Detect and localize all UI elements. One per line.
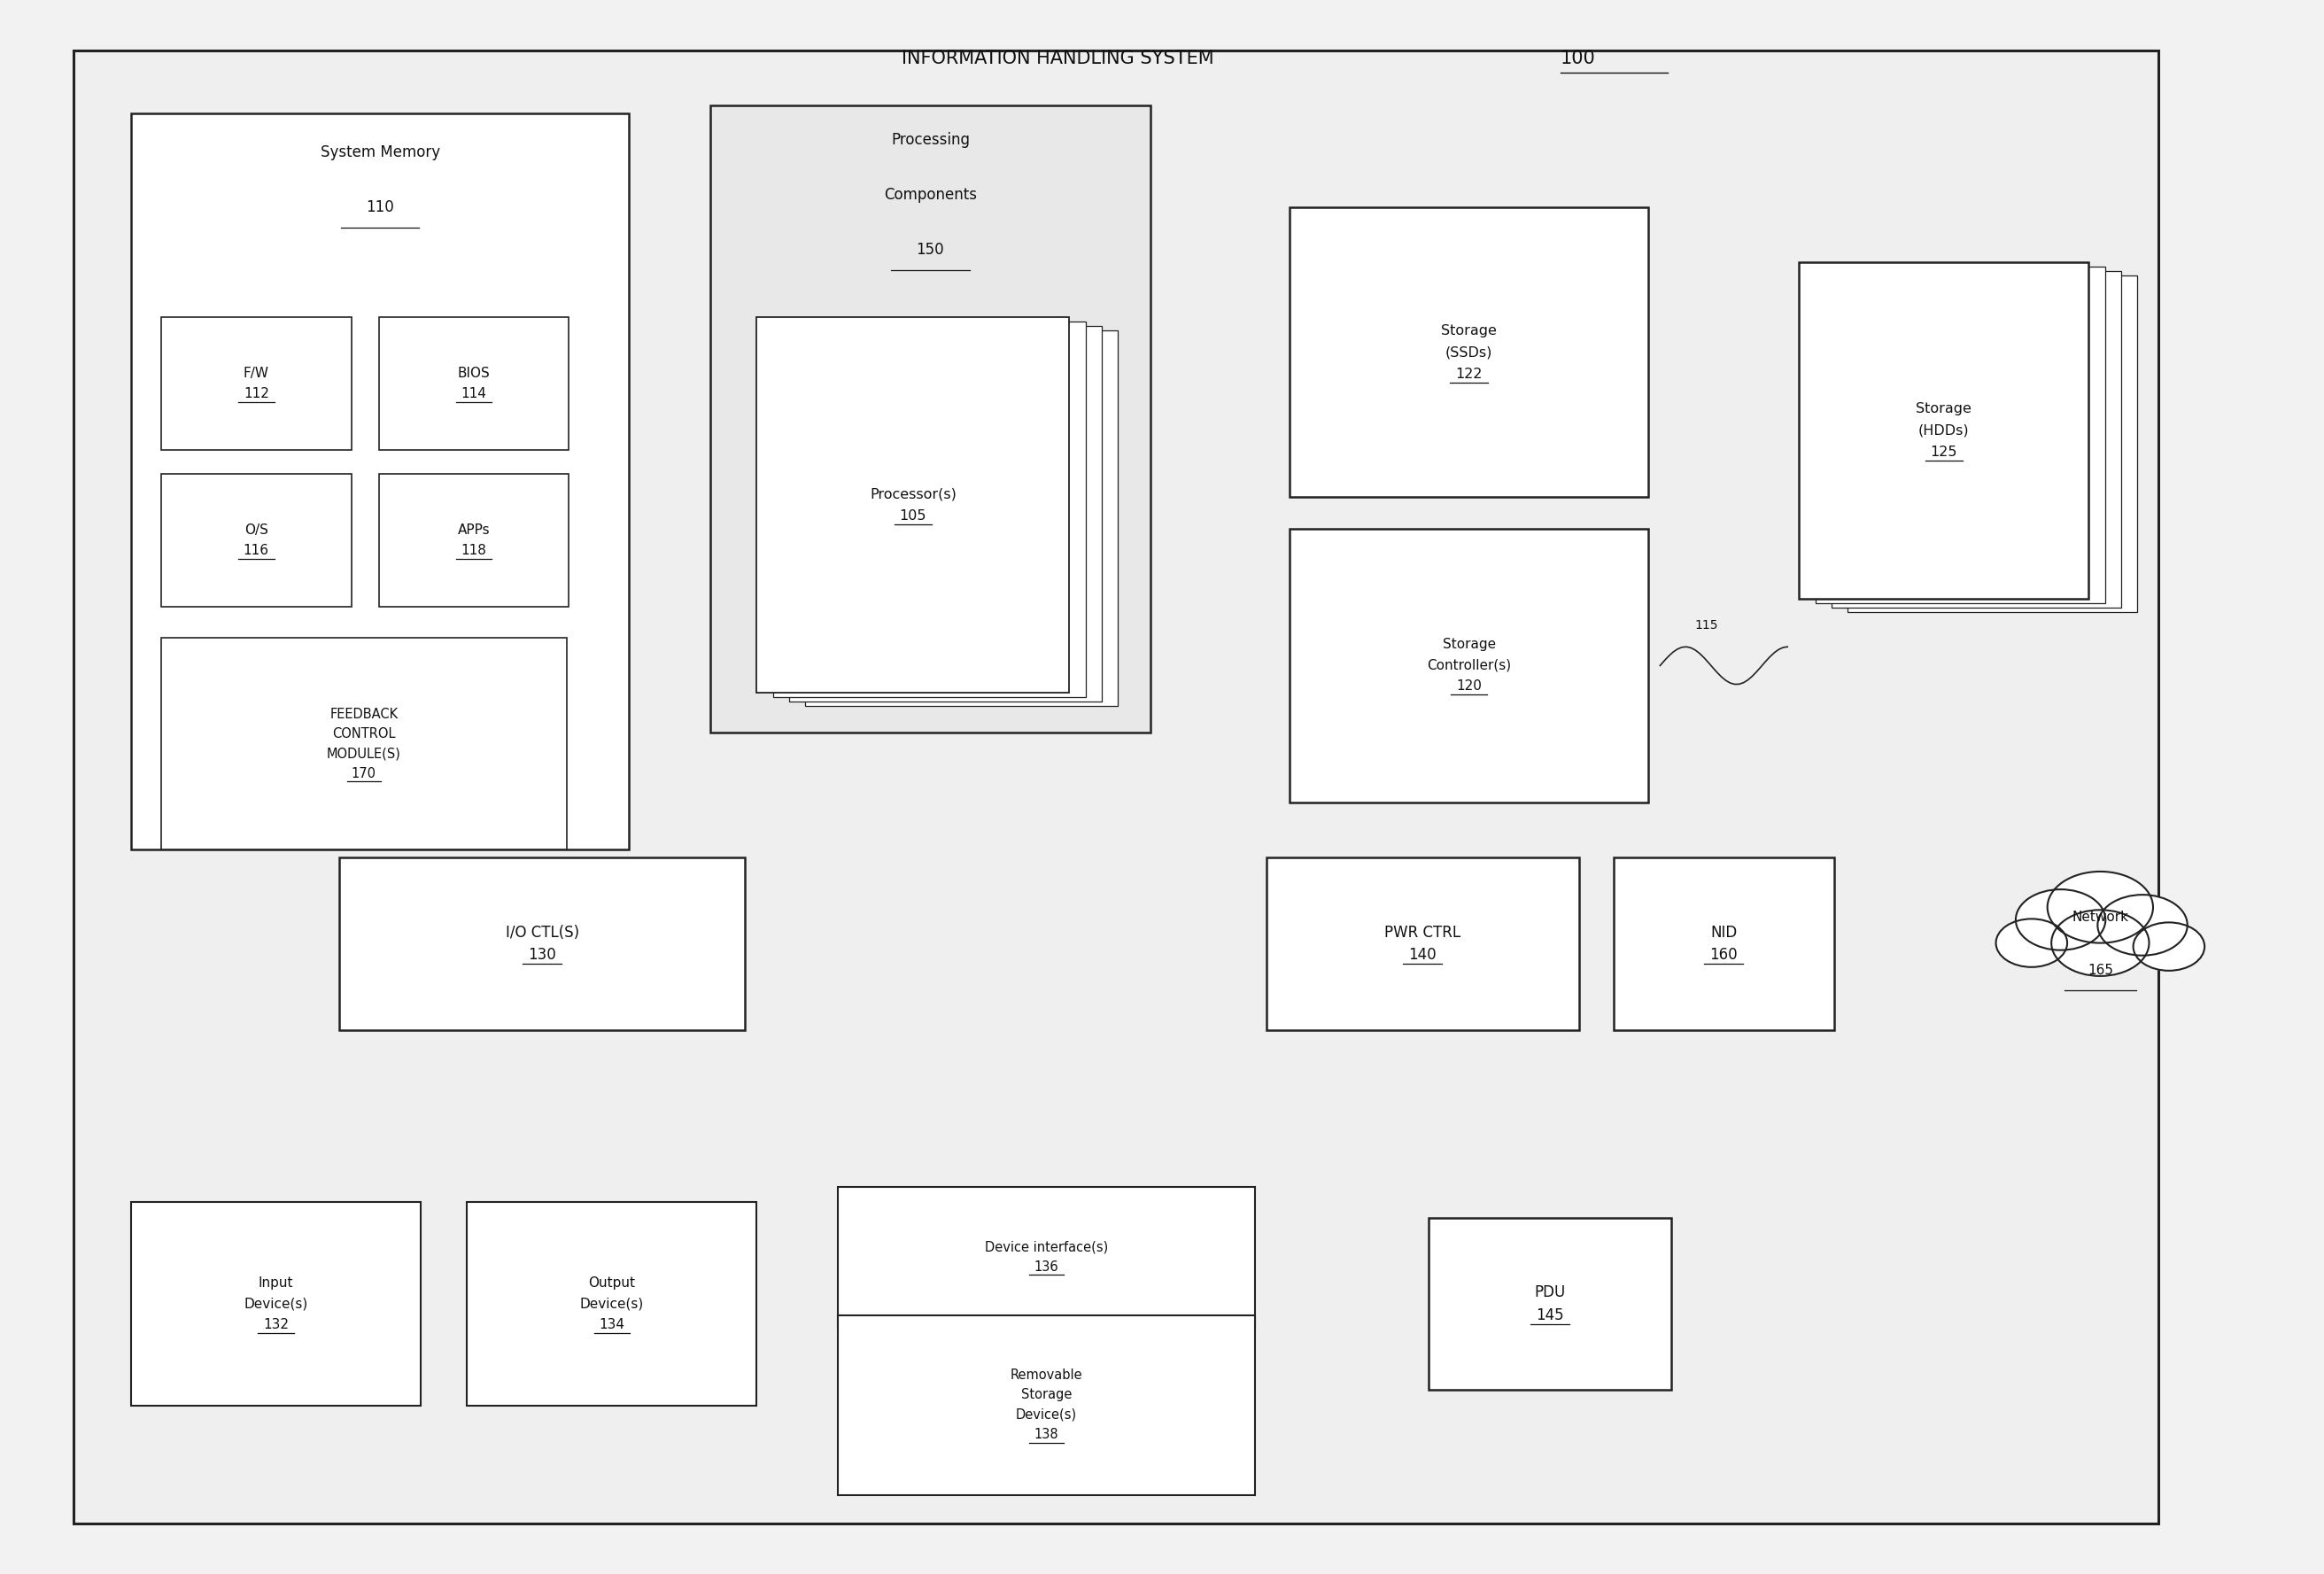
Text: 100: 100 [1559, 50, 1597, 68]
Text: Storage: Storage [1443, 637, 1497, 652]
Text: Processing: Processing [890, 132, 969, 148]
Circle shape [2047, 872, 2152, 943]
Text: Device(s): Device(s) [244, 1297, 307, 1311]
Circle shape [1996, 919, 2068, 966]
Text: MODULE(S): MODULE(S) [328, 748, 402, 760]
FancyBboxPatch shape [711, 105, 1150, 732]
Text: Storage: Storage [1915, 401, 1971, 416]
Text: (SSDs): (SSDs) [1446, 346, 1492, 359]
FancyBboxPatch shape [837, 1187, 1255, 1327]
FancyBboxPatch shape [1815, 266, 2106, 603]
Text: PDU: PDU [1534, 1284, 1566, 1300]
FancyBboxPatch shape [804, 331, 1118, 707]
Text: 134: 134 [600, 1317, 625, 1332]
Text: System Memory: System Memory [321, 145, 439, 161]
Text: Processor(s): Processor(s) [869, 488, 955, 501]
Text: 160: 160 [1710, 948, 1738, 963]
FancyBboxPatch shape [837, 1314, 1255, 1495]
Text: Input: Input [258, 1277, 293, 1289]
FancyBboxPatch shape [339, 858, 746, 1029]
Text: 165: 165 [2087, 963, 2113, 977]
FancyBboxPatch shape [379, 474, 569, 608]
Text: INFORMATION HANDLING SYSTEM: INFORMATION HANDLING SYSTEM [902, 50, 1213, 68]
Text: I/O CTL(S): I/O CTL(S) [507, 924, 579, 940]
FancyBboxPatch shape [1613, 858, 1834, 1029]
Text: FEEDBACK: FEEDBACK [330, 707, 397, 721]
Text: APPs: APPs [458, 523, 490, 537]
Circle shape [2133, 922, 2205, 971]
FancyBboxPatch shape [160, 316, 351, 450]
Text: 140: 140 [1408, 948, 1436, 963]
FancyBboxPatch shape [467, 1203, 758, 1406]
Text: Device(s): Device(s) [579, 1297, 644, 1311]
FancyBboxPatch shape [790, 326, 1102, 702]
Text: Controller(s): Controller(s) [1427, 660, 1511, 672]
Text: Components: Components [883, 187, 976, 203]
Text: Storage: Storage [1441, 324, 1497, 337]
Circle shape [2099, 894, 2187, 955]
Circle shape [2052, 910, 2150, 976]
Text: PWR CTRL: PWR CTRL [1385, 924, 1462, 940]
FancyBboxPatch shape [1290, 529, 1648, 803]
Text: 110: 110 [367, 200, 395, 216]
FancyBboxPatch shape [774, 321, 1085, 697]
Text: F/W: F/W [244, 367, 270, 379]
Text: BIOS: BIOS [458, 367, 490, 379]
Text: 122: 122 [1455, 367, 1483, 381]
Text: Device(s): Device(s) [1016, 1409, 1076, 1421]
Text: (HDDs): (HDDs) [1917, 423, 1968, 438]
Text: 130: 130 [528, 948, 555, 963]
Text: NID: NID [1710, 924, 1736, 940]
FancyBboxPatch shape [758, 316, 1069, 693]
FancyBboxPatch shape [160, 474, 351, 608]
FancyBboxPatch shape [1848, 275, 2138, 612]
Text: Output: Output [588, 1277, 634, 1289]
Text: 132: 132 [263, 1317, 288, 1332]
Text: Removable: Removable [1011, 1368, 1083, 1382]
Text: O/S: O/S [244, 523, 267, 537]
Text: Network: Network [2073, 910, 2129, 924]
FancyBboxPatch shape [160, 637, 567, 850]
FancyBboxPatch shape [1831, 271, 2122, 608]
FancyBboxPatch shape [1267, 858, 1578, 1029]
Text: 138: 138 [1034, 1428, 1057, 1442]
FancyBboxPatch shape [379, 316, 569, 450]
Text: 118: 118 [460, 545, 486, 557]
Text: 120: 120 [1457, 680, 1483, 693]
FancyBboxPatch shape [1429, 1218, 1671, 1390]
Text: 170: 170 [351, 767, 376, 781]
FancyBboxPatch shape [1290, 208, 1648, 497]
FancyBboxPatch shape [1799, 263, 2089, 600]
Text: 145: 145 [1536, 1308, 1564, 1324]
Text: CONTROL: CONTROL [332, 727, 395, 741]
FancyBboxPatch shape [130, 1203, 421, 1406]
Text: Storage: Storage [1020, 1388, 1071, 1402]
Text: 116: 116 [244, 545, 270, 557]
Text: Device interface(s): Device interface(s) [985, 1240, 1109, 1253]
FancyBboxPatch shape [72, 50, 2159, 1524]
Text: 105: 105 [899, 510, 927, 523]
Text: 115: 115 [1694, 619, 1717, 631]
Text: 150: 150 [916, 242, 944, 258]
Text: 136: 136 [1034, 1261, 1057, 1273]
Text: 114: 114 [460, 387, 486, 401]
Text: 125: 125 [1931, 445, 1957, 460]
FancyBboxPatch shape [130, 113, 630, 850]
Circle shape [2015, 889, 2106, 951]
Text: 112: 112 [244, 387, 270, 401]
